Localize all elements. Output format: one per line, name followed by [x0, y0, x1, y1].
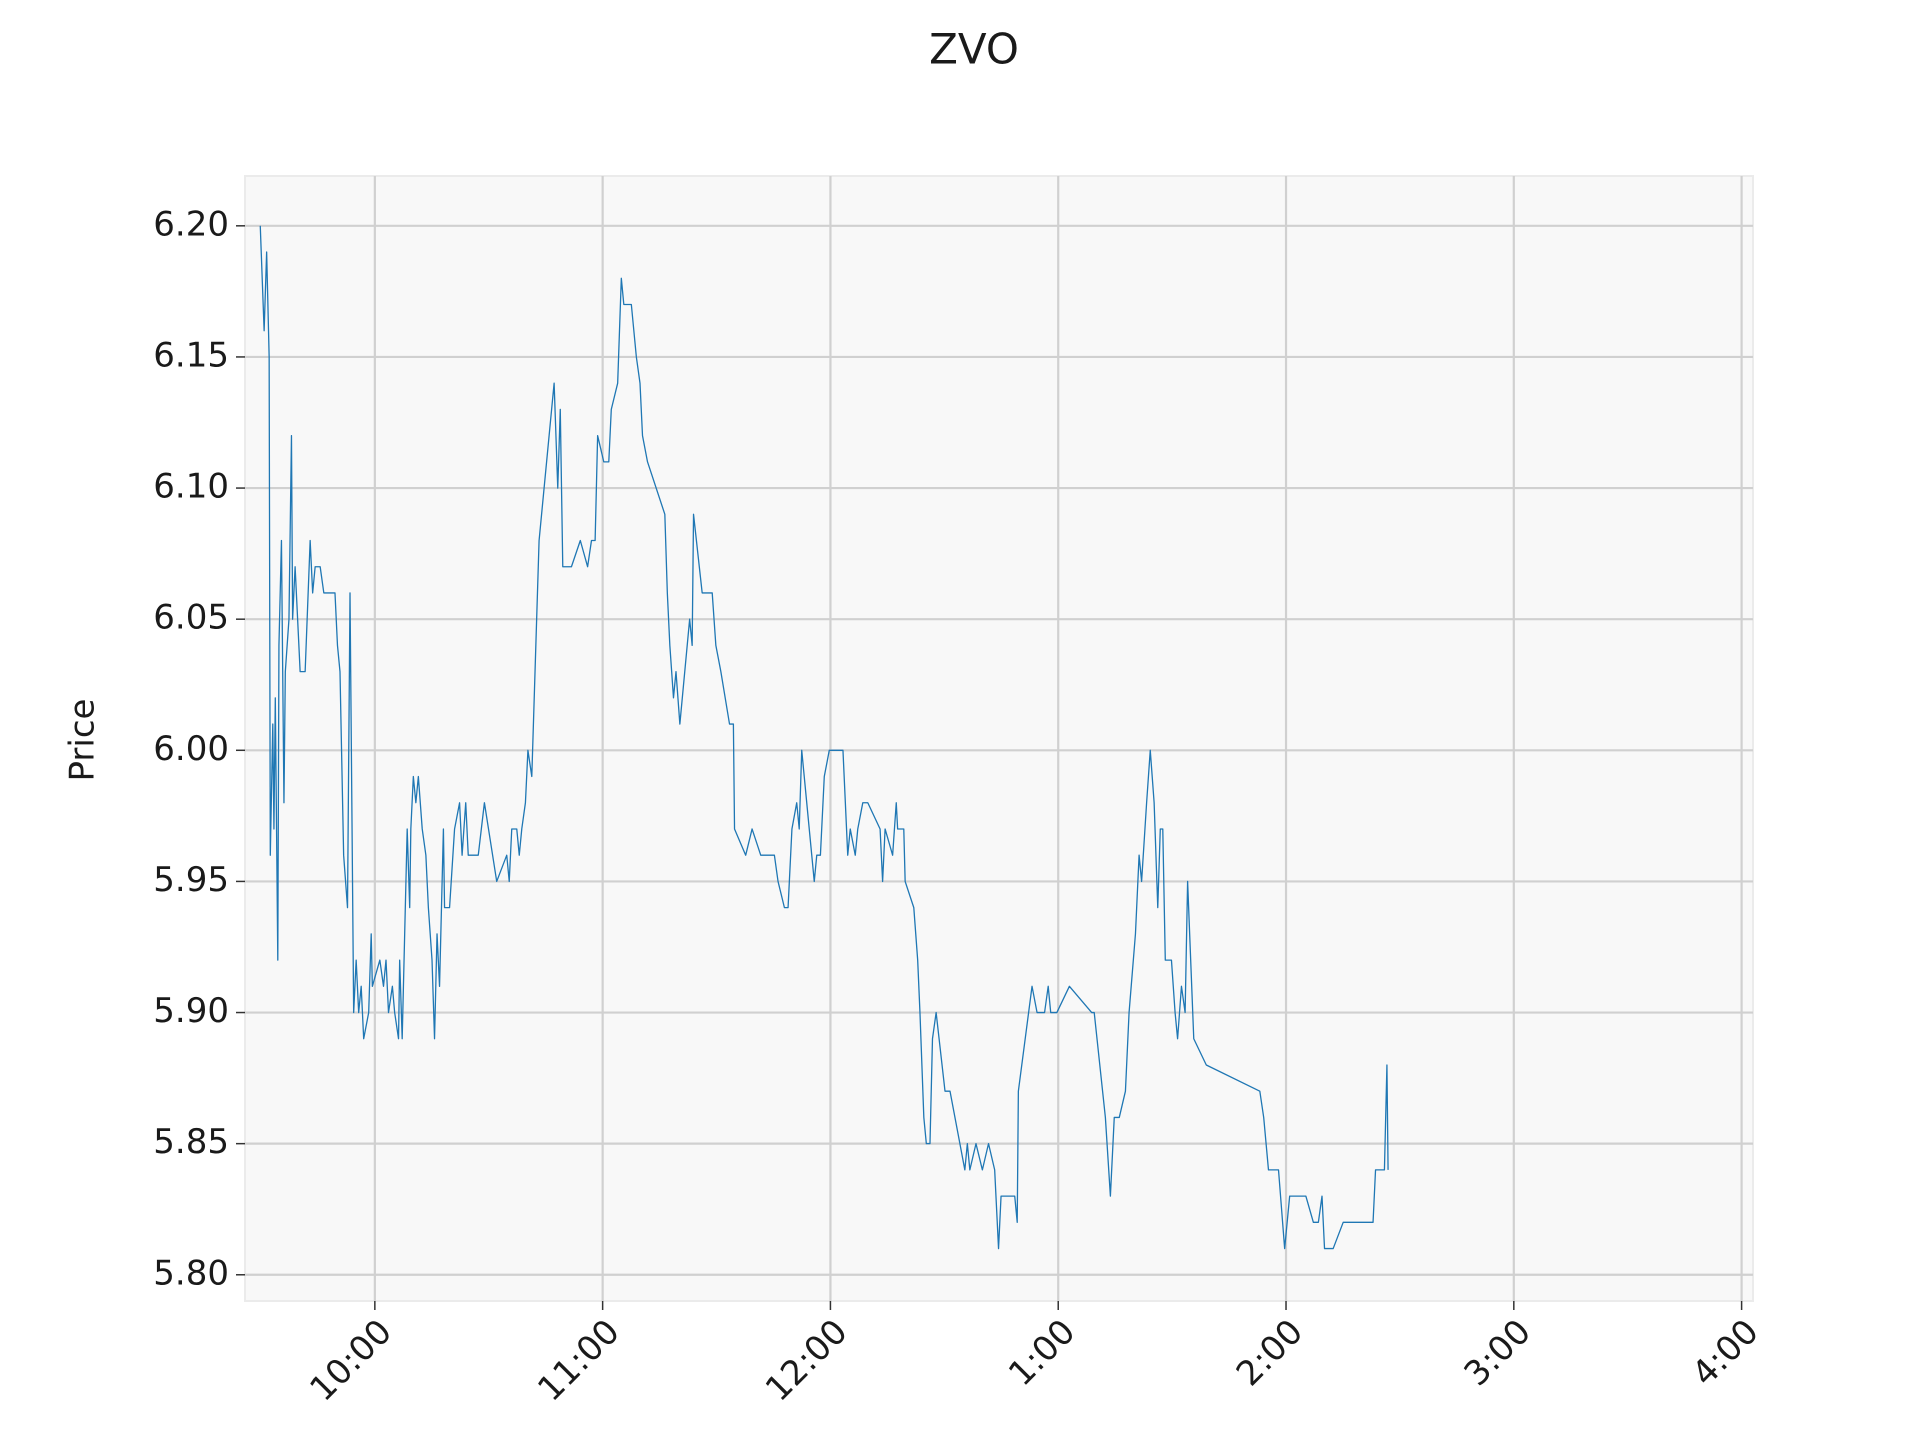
y-tick-label: 6.10: [153, 467, 229, 507]
x-tick-label: 12:00: [758, 1312, 856, 1410]
x-tick-label: 3:00: [1457, 1312, 1539, 1394]
y-tick-label: 6.00: [153, 729, 229, 769]
chart-title: ZVO: [929, 25, 1019, 74]
y-tick-label: 6.20: [153, 204, 229, 244]
y-tick-label: 5.80: [153, 1253, 229, 1293]
y-tick-label: 5.85: [153, 1122, 229, 1162]
x-tick-label: 4:00: [1684, 1312, 1766, 1394]
y-tick-label: 5.95: [153, 860, 229, 900]
x-tick-label: 10:00: [302, 1312, 400, 1410]
plot-area: [244, 175, 1754, 1302]
y-tick-label: 6.15: [153, 335, 229, 375]
x-tick-label: 2:00: [1229, 1312, 1311, 1394]
y-tick-label: 5.90: [153, 991, 229, 1031]
x-tick-label: 11:00: [530, 1312, 628, 1410]
price-line: [259, 225, 1389, 1250]
y-tick-label: 6.05: [153, 598, 229, 638]
y-axis-label: Price: [63, 699, 103, 782]
x-tick-label: 1:00: [1001, 1312, 1083, 1394]
